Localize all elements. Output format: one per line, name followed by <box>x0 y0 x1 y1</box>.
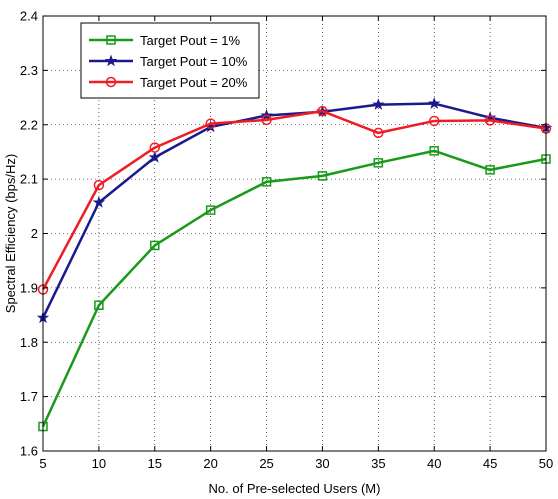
square-marker <box>429 146 439 156</box>
series-line <box>41 109 547 291</box>
legend-label: Target Pout = 1% <box>140 33 241 48</box>
x-tick-label: 50 <box>539 456 553 471</box>
x-tick-label: 40 <box>427 456 441 471</box>
square-marker <box>485 165 495 175</box>
square-marker <box>373 158 384 168</box>
circle-marker <box>484 115 496 126</box>
axis-ticks: 5 10 15 20 25 30 35 40 45 50 1.6 1.7 1.8 1.9 2 2.1 2.2 2.… <box>20 9 553 472</box>
y-tick-label: 2 <box>31 226 38 241</box>
legend-item: Target Pout = 1% <box>89 33 241 48</box>
star-marker <box>104 54 118 67</box>
circle-marker <box>317 105 328 117</box>
circle-marker <box>205 118 216 129</box>
y-tick-label: 2.3 <box>20 63 38 78</box>
y-tick-label: 2.1 <box>20 172 38 187</box>
x-tick-label: 45 <box>483 456 497 471</box>
legend-label: Target Pout = 20% <box>140 75 248 90</box>
series-1 <box>38 146 551 432</box>
legend-label: Target Pout = 10% <box>140 54 248 69</box>
y-tick-label: 1.9 <box>20 280 38 295</box>
square-marker <box>150 240 160 251</box>
square-marker <box>317 171 328 181</box>
series-3 <box>37 105 552 295</box>
circle-marker <box>105 76 117 88</box>
star-marker <box>372 98 385 110</box>
y-axis-label: Spectral Efficiency (bps/Hz) <box>3 154 18 313</box>
x-tick-label: 30 <box>315 456 329 471</box>
x-tick-label: 25 <box>259 456 273 471</box>
circle-marker <box>428 115 440 127</box>
square-marker <box>106 35 116 45</box>
y-tick-label: 1.7 <box>20 389 38 404</box>
x-tick-label: 20 <box>203 456 217 471</box>
y-tick-label: 2.2 <box>20 117 38 132</box>
circle-marker <box>93 179 105 191</box>
star-marker <box>428 97 441 109</box>
x-tick-label: 5 <box>39 456 46 471</box>
plot-series <box>36 97 553 432</box>
legend-item: Target Pout = 20% <box>89 75 248 90</box>
star-marker <box>92 195 106 208</box>
series-line <box>41 149 547 428</box>
star-marker <box>148 150 161 163</box>
circle-marker <box>373 127 384 139</box>
square-marker <box>205 205 216 215</box>
x-axis-label: No. of Pre-selected Users (M) <box>209 481 381 496</box>
x-tick-label: 15 <box>148 456 162 471</box>
legend-item: Target Pout = 10% <box>89 54 248 69</box>
circle-marker <box>149 142 161 153</box>
legend: Target Pout = 1% Target Pout = 10% Target … <box>80 22 260 99</box>
y-tick-label: 1.8 <box>20 335 38 350</box>
y-tick-label: 1.6 <box>20 444 38 459</box>
square-marker <box>261 177 272 187</box>
square-marker <box>94 300 104 311</box>
series-line <box>41 102 547 319</box>
circle-marker <box>261 114 272 126</box>
x-tick-label: 35 <box>371 456 385 471</box>
x-tick-label: 10 <box>92 456 106 471</box>
y-tick-label: 2.4 <box>20 9 38 24</box>
